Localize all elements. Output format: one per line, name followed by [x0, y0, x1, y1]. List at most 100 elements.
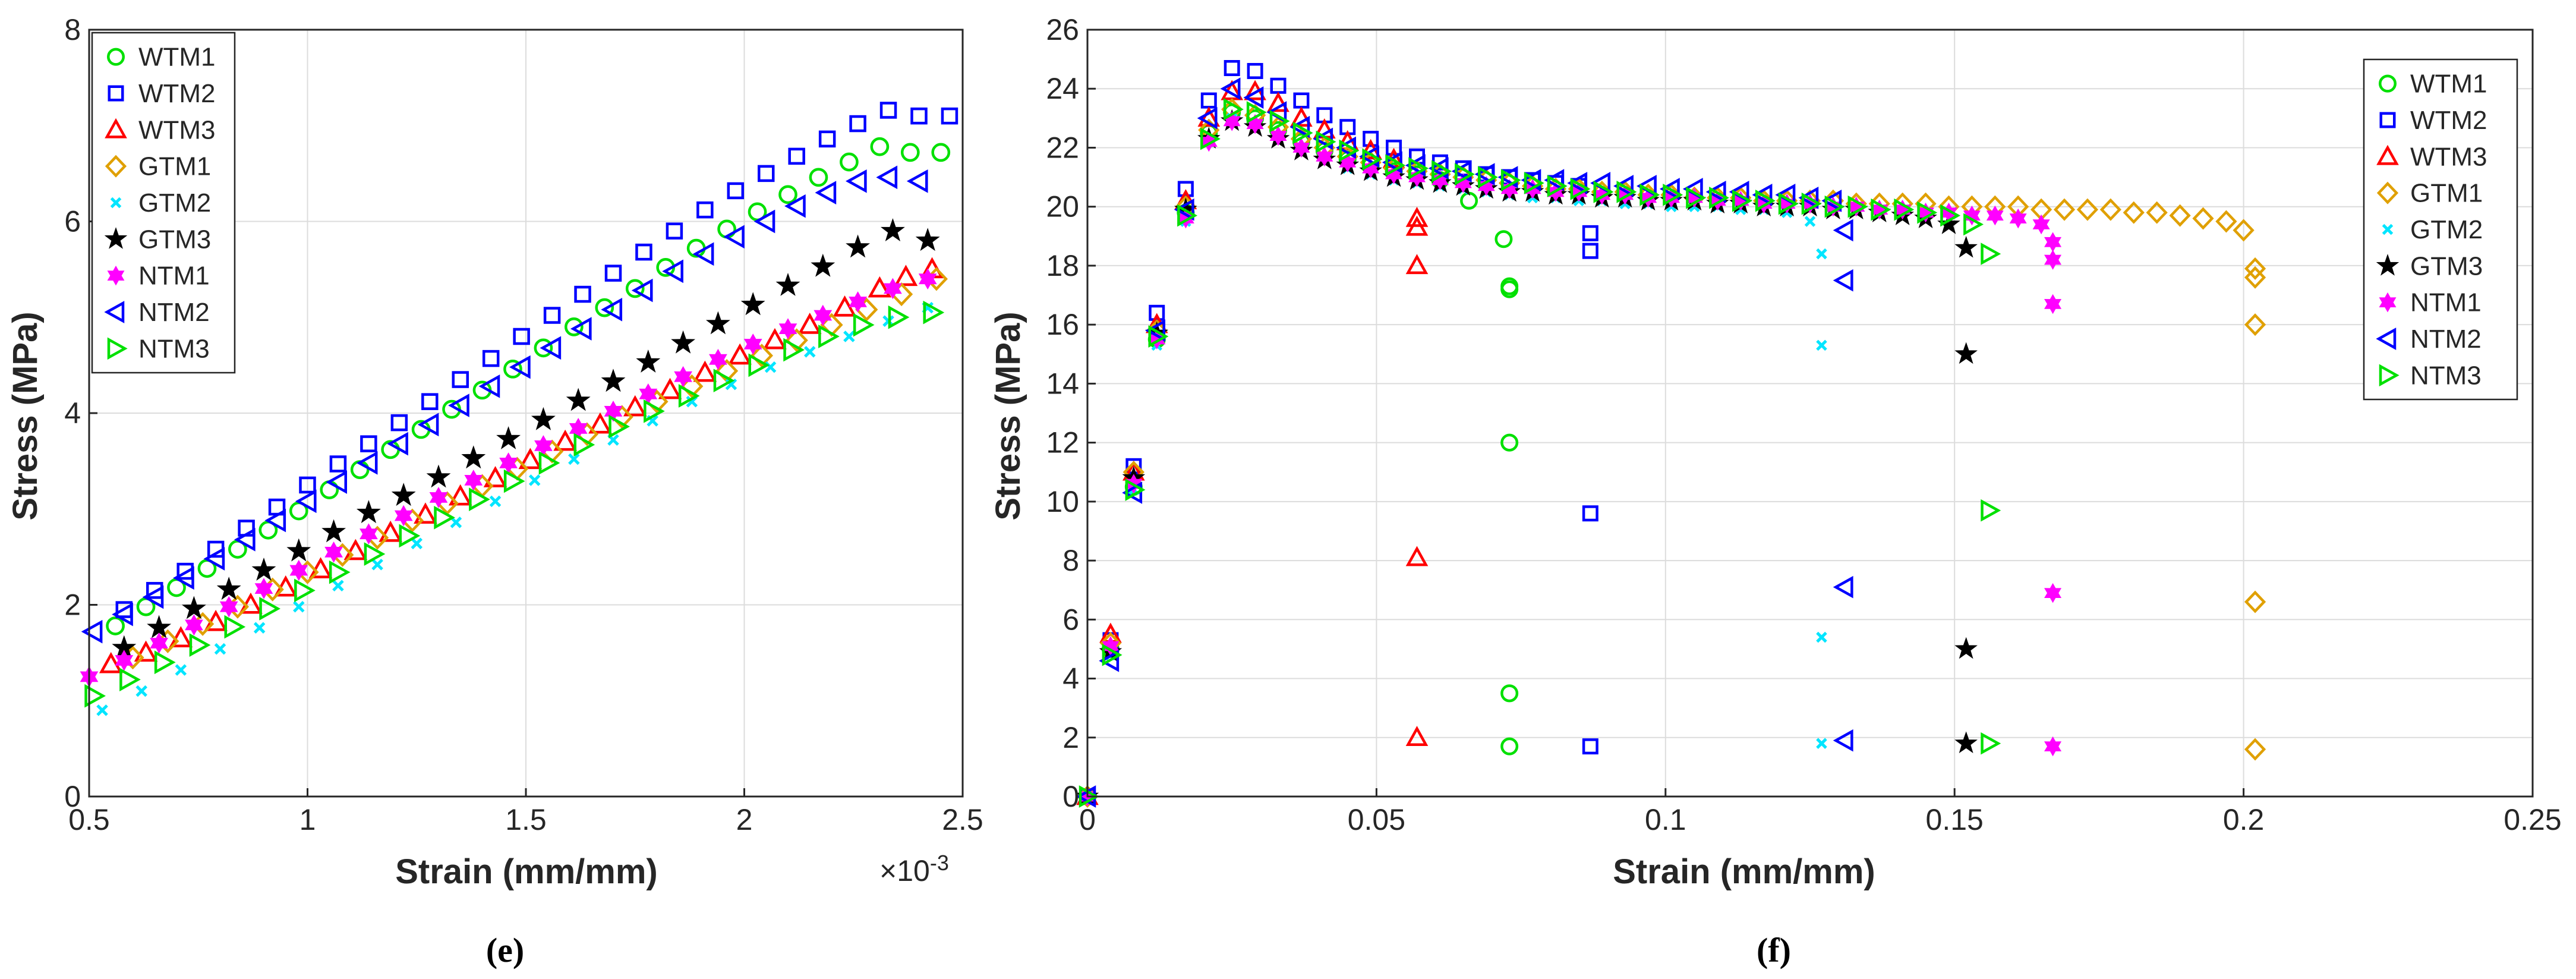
- chart-f-point-gtm1: [2123, 201, 2145, 224]
- chart-e-point-wtm3: [448, 484, 472, 506]
- chart-f-point-gtm1: [2076, 198, 2099, 221]
- chart-e-point-ntm1: [254, 578, 273, 599]
- chart-e-point-ntm3: [399, 524, 421, 548]
- chart-f-point-gtm1: [2099, 198, 2121, 221]
- chart-f-point-ntm2: [1659, 178, 1680, 200]
- chart-e-point-wtm2: [696, 201, 714, 219]
- chart-e-point-ntm1: [743, 333, 762, 355]
- chart-e-point-wtm2: [849, 115, 866, 133]
- chart-e-point-ntm3: [853, 313, 875, 337]
- chart-f-point-gtm2: [1816, 631, 1827, 643]
- chart-f-point-wtm2: [1363, 131, 1379, 147]
- chart-e-point-ntm3: [748, 353, 770, 377]
- chart-e-legend-label: GTM3: [138, 225, 211, 254]
- chart-f-point-ntm3: [1894, 198, 1915, 221]
- chart-f-point-ntm3: [1339, 139, 1360, 162]
- chart-f-point-gtm1: [2244, 266, 2266, 289]
- chart-e-marks: [80, 102, 958, 716]
- chart-f-point-ntm2: [1705, 181, 1726, 203]
- chart-e-legend-marker-wtm2: [108, 85, 124, 102]
- chart-f-point-ntm3: [1385, 154, 1406, 177]
- chart-e-point-gtm3: [426, 464, 451, 488]
- chart-e-point-gtm3: [496, 426, 521, 449]
- chart-f-point-wtm3: [1405, 254, 1429, 275]
- chart-e-point-ntm3: [189, 633, 211, 657]
- chart-e-point-wtm1: [595, 298, 614, 317]
- chart-f-legend-marker-wtm1: [2379, 74, 2397, 93]
- chart-e-legend-label: NTM2: [138, 298, 210, 327]
- chart-e-point-gtm2: [489, 495, 502, 508]
- chart-f-point-gtm3: [1954, 342, 1978, 364]
- chart-e-point-ntm1: [709, 348, 727, 370]
- chart-f-point-ntm3: [1981, 499, 2001, 522]
- chart-e-point-ntm2: [142, 585, 164, 609]
- chart-f-point-gtm2: [1816, 738, 1827, 749]
- chart-e-point-ntm1: [604, 400, 623, 422]
- chart-f-xtick-label: 0.25: [2504, 803, 2561, 836]
- chart-e-legend-label: WTM3: [138, 115, 216, 144]
- chart-e-point-ntm2: [234, 528, 256, 552]
- chart-e-point-ntm3: [888, 305, 910, 329]
- chart-e-point-gtm3: [531, 407, 556, 430]
- chart-e-ytick-label: 0: [64, 780, 81, 813]
- chart-f-ytick-label: 12: [1046, 426, 1079, 459]
- chart-e-point-gtm3: [880, 218, 905, 242]
- chart-e-point-wtm1: [534, 338, 553, 358]
- chart-e-point-ntm3: [783, 338, 805, 362]
- chart-f-point-ntm3: [1940, 204, 1961, 227]
- chart-f-point-gtm1: [2215, 210, 2237, 233]
- chart-e-point-ntm1: [778, 318, 797, 339]
- chart-e-point-gtm2: [568, 453, 580, 465]
- chart-e-point-gtm3: [915, 228, 940, 251]
- chart-f-point-ntm2: [1174, 198, 1194, 221]
- chart-f-point-wtm2: [1386, 139, 1402, 156]
- chart-e-point-ntm2: [662, 259, 683, 284]
- chart-e-point-wtm3: [343, 539, 368, 561]
- chart-f-point-ntm2: [1833, 219, 1853, 242]
- chart-e-point-wtm2: [299, 476, 316, 494]
- chart-f-legend-label: WTM2: [2410, 106, 2487, 135]
- chart-f-point-ntm2: [1382, 151, 1402, 174]
- chart-f: 0 0.05 0.1 0.15 0.2 0.25024681012141618202224…: [989, 13, 2562, 969]
- chart-e-point-gtm3: [566, 388, 591, 411]
- chart-f-point-ntm3: [1639, 184, 1660, 206]
- chart-e-legend-marker-gtm1: [105, 155, 127, 178]
- chart-e-point-gtm2: [528, 474, 541, 486]
- chart-f-point-ntm3: [1981, 243, 2001, 265]
- chart-e-point-wtm2: [635, 243, 652, 261]
- chart-f-point-wtm1: [1500, 684, 1519, 703]
- chart-f-point-ntm2: [1451, 160, 1472, 182]
- chart-e-point-gtm3: [251, 557, 276, 581]
- chart-e-point-ntm3: [434, 505, 455, 530]
- chart-e-point-ntm3: [84, 684, 106, 708]
- chart-f-point-ntm3: [1477, 166, 1498, 188]
- chart-f-legend-label: GTM1: [2410, 179, 2483, 208]
- chart-e-point-ntm3: [259, 597, 280, 621]
- chart-e-ytick-label: 4: [64, 396, 81, 430]
- chart-f-point-gtm2: [1816, 339, 1827, 351]
- chart-f-point-ntm3: [1408, 157, 1429, 180]
- chart-e-point-ntm2: [112, 602, 133, 627]
- chart-f-point-ntm1: [2009, 208, 2027, 229]
- chart-e-ytick-label: 2: [64, 588, 81, 622]
- chart-f-point-ntm3: [1246, 101, 1267, 124]
- chart-e-point-ntm2: [509, 355, 531, 379]
- chart-f-point-wtm1: [1500, 737, 1519, 756]
- chart-e-point-ntm3: [678, 384, 700, 408]
- chart-f-point-ntm2: [1099, 649, 1120, 672]
- chart-e-point-wtm3: [623, 395, 647, 417]
- chart-f-point-ntm3: [1778, 192, 1799, 215]
- chart-e-legend-marker-ntm1: [107, 265, 125, 286]
- chart-e-point-ntm2: [264, 508, 286, 533]
- panel-label-e: (e): [486, 931, 524, 969]
- chart-e-point-wtm2: [879, 102, 897, 119]
- chart-e-point-gtm2: [175, 664, 187, 676]
- chart-f-legend-marker-ntm3: [2379, 364, 2400, 387]
- chart-e-legend-marker-wtm1: [107, 48, 125, 66]
- chart-e-point-ntm1: [814, 304, 833, 326]
- chart-f-point-wtm3: [1405, 215, 1429, 236]
- chart-e-point-ntm2: [540, 336, 562, 360]
- chart-f-point-gtm1: [2233, 219, 2255, 242]
- chart-e-point-ntm2: [570, 317, 592, 341]
